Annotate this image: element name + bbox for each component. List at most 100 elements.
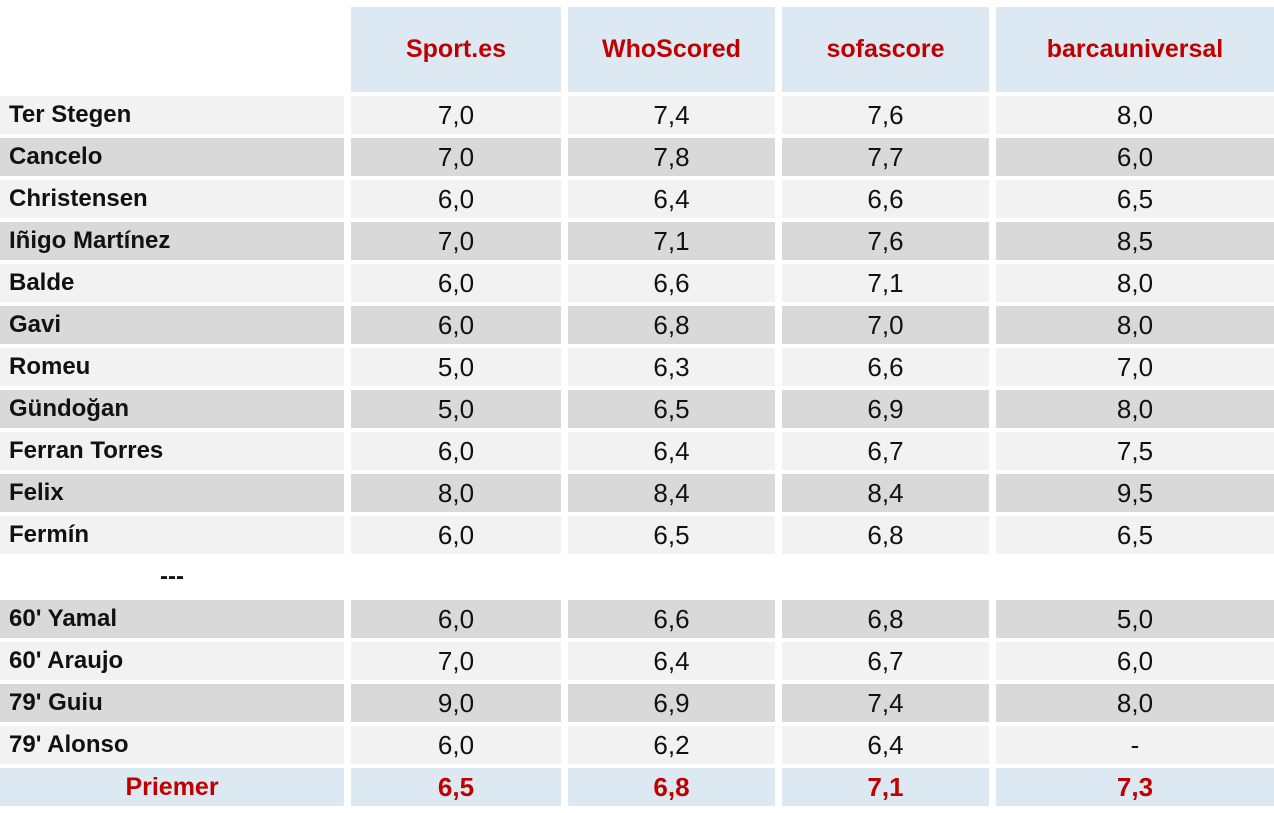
rating-cell — [568, 558, 775, 596]
rating-cell: 8,0 — [996, 684, 1274, 722]
rating-cell: 8,5 — [996, 222, 1274, 260]
rating-cell: 7,1 — [782, 768, 989, 806]
rating-cell: 8,4 — [782, 474, 989, 512]
table-row: 79' Guiu 9,0 6,9 7,4 8,0 — [0, 684, 1274, 722]
player-name-cell: Iñigo Martínez — [0, 222, 344, 260]
rating-cell: 8,0 — [996, 390, 1274, 428]
rating-cell: 7,6 — [782, 222, 989, 260]
column-header: Sport.es — [351, 7, 561, 92]
rating-cell: 8,0 — [996, 96, 1274, 134]
player-name-cell: --- — [160, 563, 184, 590]
rating-cell: - — [996, 726, 1274, 764]
rating-cell: 6,0 — [351, 432, 561, 470]
table-row: Christensen 6,0 6,4 6,6 6,5 — [0, 180, 1274, 218]
rating-cell: 7,5 — [996, 432, 1274, 470]
rating-cell: 6,0 — [351, 180, 561, 218]
rating-cell: 5,0 — [351, 390, 561, 428]
rating-cell: 6,4 — [568, 180, 775, 218]
rating-cell: 9,0 — [351, 684, 561, 722]
column-header: barcauniversal — [996, 7, 1274, 92]
player-name-cell: Gündoğan — [0, 390, 344, 428]
rating-cell: 8,0 — [351, 474, 561, 512]
player-name-cell: Balde — [0, 264, 344, 302]
table-row: 60' Araujo 7,0 6,4 6,7 6,0 — [0, 642, 1274, 680]
rating-cell: 7,0 — [351, 138, 561, 176]
rating-cell: 5,0 — [351, 348, 561, 386]
player-name-cell: Romeu — [0, 348, 344, 386]
rating-cell: 6,0 — [996, 642, 1274, 680]
table-row: Gündoğan 5,0 6,5 6,9 8,0 — [0, 390, 1274, 428]
table-row: 60' Yamal 6,0 6,6 6,8 5,0 — [0, 600, 1274, 638]
rating-cell: 7,6 — [782, 96, 989, 134]
rating-cell: 7,0 — [782, 306, 989, 344]
rating-cell: 6,9 — [568, 684, 775, 722]
rating-cell: 6,4 — [568, 642, 775, 680]
rating-cell: 7,8 — [568, 138, 775, 176]
rating-cell: 5,0 — [996, 600, 1274, 638]
rating-cell: 6,5 — [568, 390, 775, 428]
player-name-cell: Cancelo — [0, 138, 344, 176]
rating-cell: 6,9 — [782, 390, 989, 428]
rating-cell: 6,6 — [568, 600, 775, 638]
rating-cell: 7,0 — [996, 348, 1274, 386]
rating-cell — [782, 558, 989, 596]
rating-cell: 7,0 — [351, 642, 561, 680]
rating-cell: 7,4 — [782, 684, 989, 722]
rating-cell: 7,0 — [351, 222, 561, 260]
rating-cell: 6,4 — [782, 726, 989, 764]
rating-cell: 7,3 — [996, 768, 1274, 806]
rating-cell: 6,8 — [782, 600, 989, 638]
player-name-cell: Ter Stegen — [0, 96, 344, 134]
rating-cell: 6,7 — [782, 432, 989, 470]
rating-cell: 8,0 — [996, 264, 1274, 302]
rating-cell: 6,6 — [782, 348, 989, 386]
rating-cell: 6,8 — [782, 516, 989, 554]
player-name-cell: Felix — [0, 474, 344, 512]
rating-cell: 8,0 — [996, 306, 1274, 344]
rating-cell: 6,5 — [568, 516, 775, 554]
column-header: WhoScored — [568, 7, 775, 92]
rating-cell — [996, 558, 1274, 596]
table-row: Fermín 6,0 6,5 6,8 6,5 — [0, 516, 1274, 554]
rating-cell: 6,3 — [568, 348, 775, 386]
table-row: Iñigo Martínez 7,0 7,1 7,6 8,5 — [0, 222, 1274, 260]
table-row: Balde 6,0 6,6 7,1 8,0 — [0, 264, 1274, 302]
rating-cell: 7,1 — [782, 264, 989, 302]
rating-cell: 7,7 — [782, 138, 989, 176]
player-name-cell: Ferran Torres — [0, 432, 344, 470]
rating-cell: 6,0 — [351, 726, 561, 764]
rating-cell: 9,5 — [996, 474, 1274, 512]
table-row: Romeu 5,0 6,3 6,6 7,0 — [0, 348, 1274, 386]
corner-cell — [0, 7, 344, 92]
rating-cell: 6,5 — [996, 180, 1274, 218]
rating-cell: 8,4 — [568, 474, 775, 512]
rating-cell: 6,0 — [351, 600, 561, 638]
table-row: Cancelo 7,0 7,8 7,7 6,0 — [0, 138, 1274, 176]
rating-cell: 7,1 — [568, 222, 775, 260]
rating-cell: 6,4 — [568, 432, 775, 470]
rating-cell: 6,8 — [568, 768, 775, 806]
player-name-cell: 79' Guiu — [0, 684, 344, 722]
rating-cell: 7,4 — [568, 96, 775, 134]
rating-cell: 6,5 — [351, 768, 561, 806]
player-name-cell: Priemer — [0, 768, 344, 806]
table-row: Ter Stegen 7,0 7,4 7,6 8,0 — [0, 96, 1274, 134]
table-row: Felix 8,0 8,4 8,4 9,5 — [0, 474, 1274, 512]
player-name-cell: Fermín — [0, 516, 344, 554]
table-row: 79' Alonso 6,0 6,2 6,4- — [0, 726, 1274, 764]
rating-cell — [351, 558, 561, 596]
rating-cell: 7,0 — [351, 96, 561, 134]
summary-row: Priemer 6,5 6,8 7,1 7,3 — [0, 768, 1274, 806]
player-name-cell: 79' Alonso — [0, 726, 344, 764]
player-name-cell: Christensen — [0, 180, 344, 218]
rating-cell: 6,2 — [568, 726, 775, 764]
rating-cell: 6,0 — [351, 264, 561, 302]
rating-cell: 6,0 — [351, 306, 561, 344]
rating-cell: 6,0 — [996, 138, 1274, 176]
header-row: Sport.es WhoScored sofascore barcauniversal — [0, 7, 1274, 92]
player-name-cell: 60' Araujo — [0, 642, 344, 680]
player-name-cell: Gavi — [0, 306, 344, 344]
rating-cell: 6,5 — [996, 516, 1274, 554]
rating-cell: 6,8 — [568, 306, 775, 344]
